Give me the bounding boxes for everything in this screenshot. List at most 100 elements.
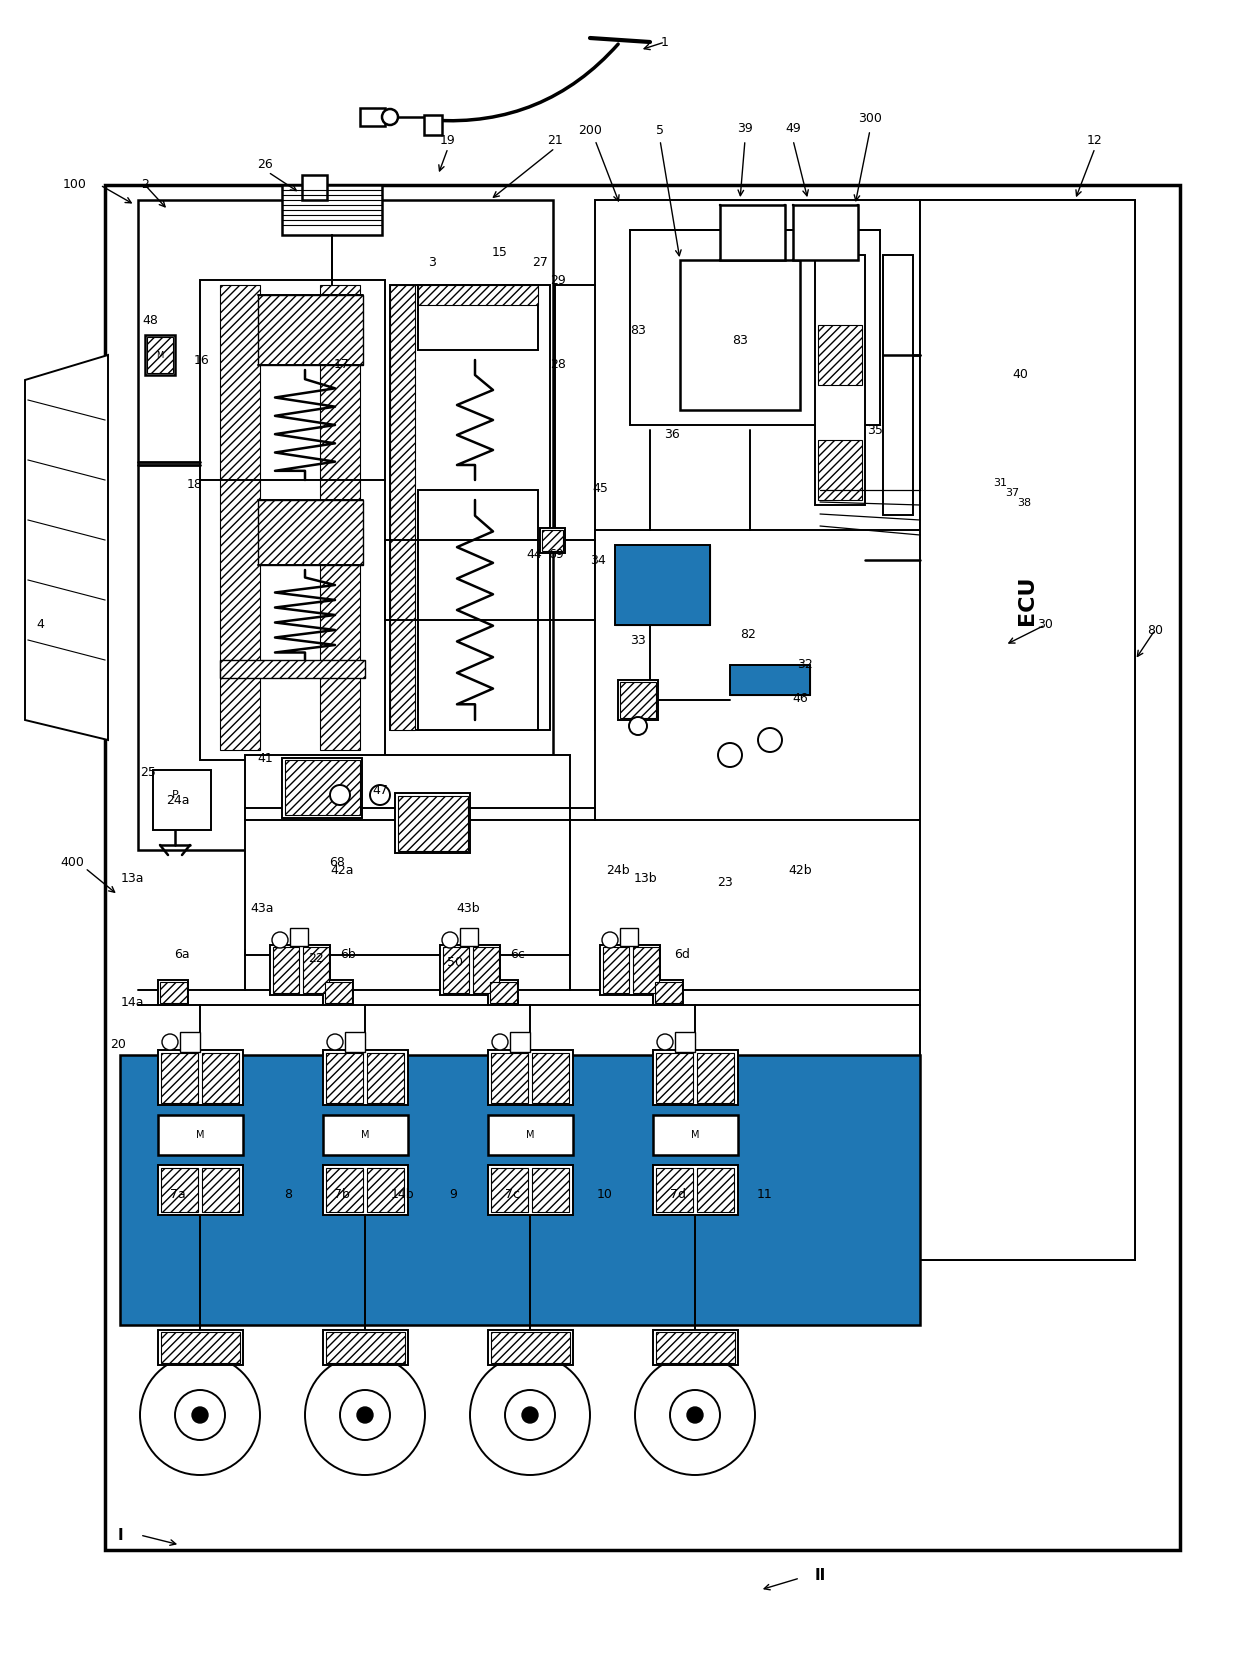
Text: M: M bbox=[691, 1130, 699, 1140]
Text: 12: 12 bbox=[1087, 133, 1102, 146]
Bar bbox=[202, 1053, 239, 1103]
Text: 18: 18 bbox=[187, 479, 203, 491]
Text: 21: 21 bbox=[547, 133, 563, 146]
Text: 36: 36 bbox=[665, 429, 680, 441]
Bar bbox=[290, 929, 308, 947]
Text: 15: 15 bbox=[492, 246, 508, 258]
Bar bbox=[595, 200, 925, 730]
Text: 45: 45 bbox=[591, 481, 608, 494]
Text: 80: 80 bbox=[1147, 624, 1163, 637]
Bar bbox=[653, 1330, 738, 1364]
Circle shape bbox=[470, 1354, 590, 1474]
Bar bbox=[630, 230, 880, 424]
Bar bbox=[472, 947, 498, 993]
Bar bbox=[680, 260, 800, 409]
Bar bbox=[532, 1168, 569, 1211]
Text: 25: 25 bbox=[140, 765, 156, 779]
Text: M: M bbox=[526, 1130, 534, 1140]
Text: 35: 35 bbox=[867, 424, 883, 436]
Bar bbox=[285, 760, 360, 815]
Bar bbox=[345, 1032, 365, 1052]
Circle shape bbox=[670, 1389, 720, 1439]
Circle shape bbox=[492, 1033, 508, 1050]
Bar bbox=[653, 1165, 738, 1215]
Bar bbox=[326, 1168, 363, 1211]
Bar bbox=[653, 980, 683, 1005]
Bar bbox=[120, 1055, 920, 1325]
Bar bbox=[200, 280, 384, 760]
Bar bbox=[157, 1165, 243, 1215]
Bar bbox=[424, 115, 441, 135]
Bar bbox=[656, 1331, 735, 1363]
Bar bbox=[883, 255, 913, 514]
Text: 24b: 24b bbox=[606, 864, 630, 877]
Circle shape bbox=[192, 1408, 208, 1423]
Text: 100: 100 bbox=[63, 178, 87, 191]
Text: 17: 17 bbox=[334, 358, 350, 371]
Text: 26: 26 bbox=[257, 158, 273, 171]
Bar bbox=[675, 1032, 694, 1052]
Text: 30: 30 bbox=[1037, 619, 1053, 632]
Bar bbox=[697, 1168, 734, 1211]
Bar bbox=[418, 489, 538, 730]
Bar bbox=[489, 1115, 573, 1155]
Bar bbox=[367, 1053, 404, 1103]
Text: 2: 2 bbox=[141, 178, 149, 191]
Text: 42a: 42a bbox=[330, 864, 353, 877]
Text: 31: 31 bbox=[993, 478, 1007, 488]
Bar bbox=[157, 1115, 243, 1155]
Bar bbox=[615, 546, 711, 626]
Bar bbox=[281, 759, 362, 819]
Text: 5: 5 bbox=[656, 123, 663, 136]
Text: 7c: 7c bbox=[505, 1188, 520, 1201]
Bar bbox=[161, 1331, 241, 1363]
Bar bbox=[653, 1050, 738, 1105]
Text: 200: 200 bbox=[578, 123, 601, 136]
Bar bbox=[720, 205, 785, 260]
Bar bbox=[273, 947, 299, 993]
Text: 69: 69 bbox=[548, 549, 564, 561]
Bar bbox=[818, 324, 862, 384]
Text: 4: 4 bbox=[36, 619, 43, 632]
Text: 13a: 13a bbox=[120, 872, 144, 885]
Circle shape bbox=[687, 1408, 703, 1423]
Bar bbox=[326, 1053, 363, 1103]
Bar bbox=[153, 770, 211, 830]
Text: 6d: 6d bbox=[675, 948, 689, 962]
Text: M: M bbox=[361, 1130, 370, 1140]
Bar bbox=[219, 661, 365, 677]
Bar bbox=[246, 755, 570, 955]
Text: 28: 28 bbox=[551, 358, 565, 371]
Bar bbox=[620, 682, 656, 717]
Bar bbox=[489, 1050, 573, 1105]
Text: 14b: 14b bbox=[391, 1188, 414, 1201]
Bar bbox=[489, 1330, 573, 1364]
Text: 43a: 43a bbox=[250, 902, 274, 915]
Text: M: M bbox=[156, 351, 164, 359]
Text: 39: 39 bbox=[737, 121, 753, 135]
Text: 82: 82 bbox=[740, 629, 756, 642]
Bar bbox=[161, 1168, 198, 1211]
Bar bbox=[656, 1053, 693, 1103]
Text: 44: 44 bbox=[526, 549, 542, 561]
Bar bbox=[818, 439, 862, 499]
Text: 22: 22 bbox=[308, 952, 324, 965]
Bar bbox=[697, 1053, 734, 1103]
Text: 20: 20 bbox=[110, 1038, 126, 1052]
Circle shape bbox=[718, 744, 742, 767]
Bar bbox=[202, 1168, 239, 1211]
Bar bbox=[303, 175, 327, 200]
Text: 8: 8 bbox=[284, 1188, 291, 1201]
Bar bbox=[600, 945, 660, 995]
Bar bbox=[391, 285, 415, 730]
Text: 33: 33 bbox=[630, 634, 646, 647]
Text: 300: 300 bbox=[858, 111, 882, 125]
Text: I: I bbox=[118, 1528, 123, 1543]
Bar bbox=[443, 947, 469, 993]
Bar bbox=[460, 929, 477, 947]
Bar bbox=[418, 285, 538, 349]
Bar bbox=[491, 1168, 528, 1211]
Bar bbox=[653, 1115, 738, 1155]
Bar bbox=[730, 666, 810, 696]
Bar bbox=[258, 295, 363, 364]
